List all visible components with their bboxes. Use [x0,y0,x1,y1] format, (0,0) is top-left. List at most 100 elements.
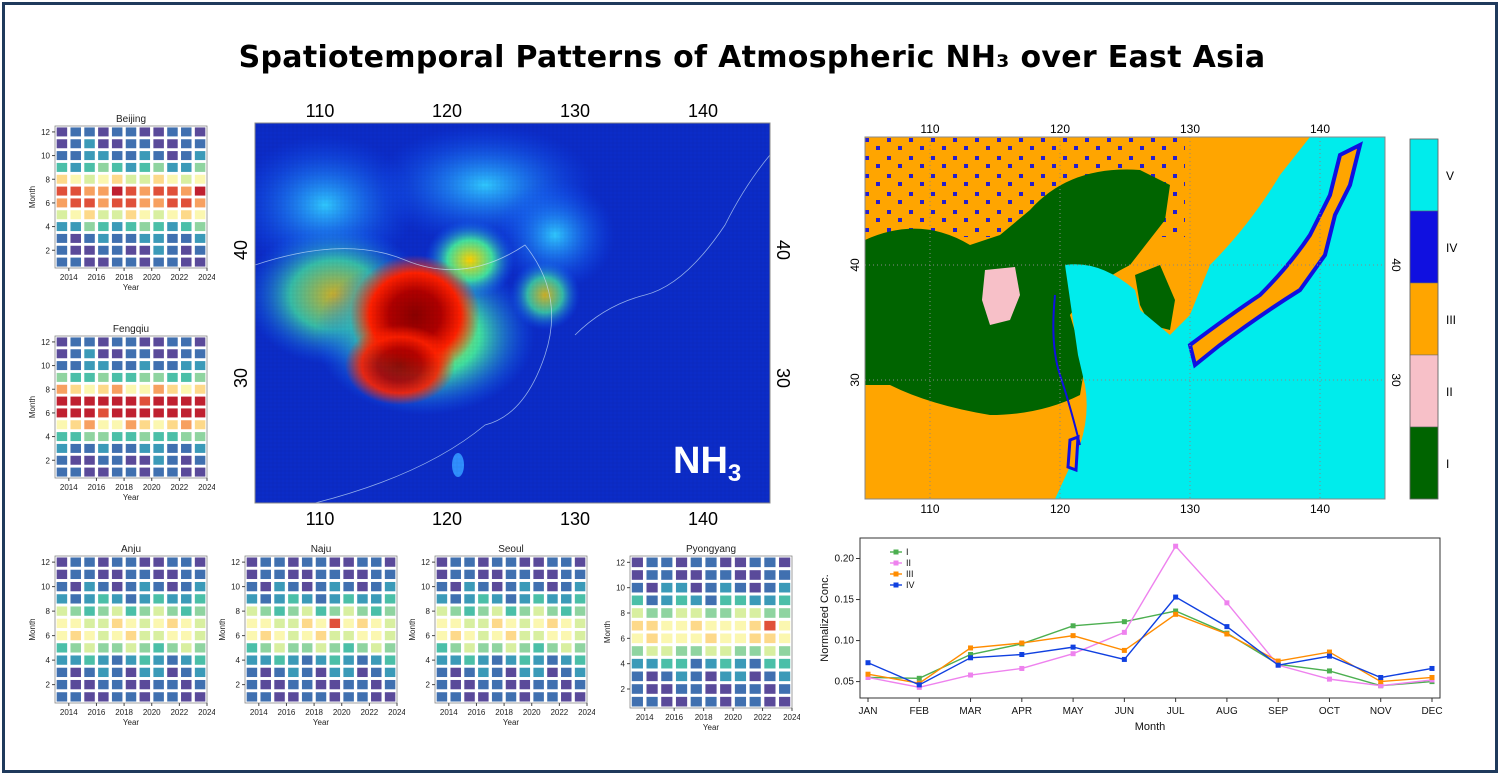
heatmap-cell [749,608,761,618]
line-chart-ytick: 0.10 [835,636,855,647]
heatmap-cell [646,646,658,656]
heatmap-cell [357,618,368,629]
heatmap-cell [181,455,192,465]
heatmap-cell [764,684,776,694]
heatmap-cell [181,151,192,161]
heatmap-cell [734,595,747,606]
heatmap-cell [260,594,271,604]
heatmap-cell [139,630,151,641]
heatmap-cell [288,679,299,690]
heatmap-cell [167,594,178,604]
heatmap-cell [167,643,178,653]
heatmap-cell [84,655,95,665]
heatmap-cell [194,467,206,477]
heatmap-xtick: 2024 [198,273,215,282]
heatmap-ytick: 6 [236,632,241,641]
heatmap-cell [246,581,258,592]
heatmap-cell [436,594,448,604]
heatmap-cell [675,646,688,656]
line-chart-xtick: JUL [1167,706,1185,717]
heatmap-cell [690,671,702,682]
heatmap-cell [646,608,658,618]
line-series-point [968,645,974,651]
heatmap-cell [84,643,95,653]
heatmap-cell [167,581,178,592]
heatmap-cell [343,557,354,567]
heatmap-cell [167,384,178,394]
line-series-point [1326,653,1332,659]
heatmap-cell [153,679,164,690]
heatmap-cell [779,671,791,682]
heatmap-cell [734,671,747,682]
heatmap-cell [70,643,81,653]
heatmap-xtick: 2022 [170,708,188,717]
legend-label-I: I [906,547,909,557]
heatmap-cell [98,408,109,418]
heatmap-xtick: 2022 [754,713,772,722]
heatmap-cell [181,557,192,567]
heatmap-cell [533,618,544,629]
line-series-point [1275,662,1281,668]
heatmap-cell [519,630,531,641]
heatmap-cell [749,582,761,593]
heatmap-cell [167,162,178,172]
heatmap-ytick: 6 [426,632,431,641]
line-chart-xtick: JAN [859,706,878,717]
heatmap-cell [70,233,81,243]
heatmap-cell [194,655,206,665]
heatmap-cell [84,692,95,702]
heatmap-cell [111,420,123,430]
heatmap-cell [56,222,68,232]
heatmap-cell [288,618,299,629]
heatmap-cell [125,643,137,653]
heatmap-cell [125,127,137,137]
heatmap-cell [547,594,558,604]
line-series-point [1121,656,1127,662]
heatmap-cell [705,595,717,606]
heatmap-cell [153,557,164,567]
cluster-legend-label: IV [1446,241,1457,255]
heatmap-cell [139,361,151,371]
heatmap-cell [749,684,761,694]
cluster-lon-tick-top: 140 [1310,122,1330,136]
heatmap-cell [384,569,396,580]
legend-label-II: II [906,558,911,568]
heatmap-cell [181,139,192,149]
heatmap-ytick: 4 [426,656,431,665]
heatmap-cell [246,594,258,604]
heatmap-cell [70,606,81,616]
heatmap-cell [125,443,137,453]
heatmap-cell [329,557,341,567]
heatmap-cell [167,606,178,616]
heatmap-cell [56,233,68,243]
line-series-point [1173,608,1179,614]
heatmap-cell [70,210,81,220]
line-series-point [1224,631,1230,637]
cluster-lon-tick-bottom: 130 [1180,502,1200,516]
heatmap-cell [194,186,206,196]
heatmap-cell [111,581,123,592]
heatmap-cell [194,643,206,653]
heatmap-cell [384,618,396,629]
legend-label-IV: IV [906,580,915,590]
heatmap-cell [561,655,572,665]
heatmap-cell [357,594,368,604]
heatmap-cell [690,633,702,644]
heatmap-cell [98,432,109,442]
heatmap-cell [84,372,95,382]
heatmap-cell [301,679,313,690]
heatmap-cell [84,127,95,137]
heatmap-cell [533,630,544,641]
cluster-lon-tick-top: 130 [1180,122,1200,136]
heatmap-cell [98,643,109,653]
heatmap-cell [505,594,517,604]
heatmap-cell [167,630,178,641]
heatmap-cell [478,643,489,653]
heatmap-cell [139,186,151,196]
heatmap-cell [491,569,503,580]
heatmap-fengqiu: Fengqiu 2014 2016 2018 2020 2022 2024 2 4 6 8 10 12 Y… [28,324,215,502]
heatmap-cell [519,692,531,702]
heatmap-cell [779,608,791,618]
heatmap-cell [705,658,717,669]
heatmap-cell [288,643,299,653]
